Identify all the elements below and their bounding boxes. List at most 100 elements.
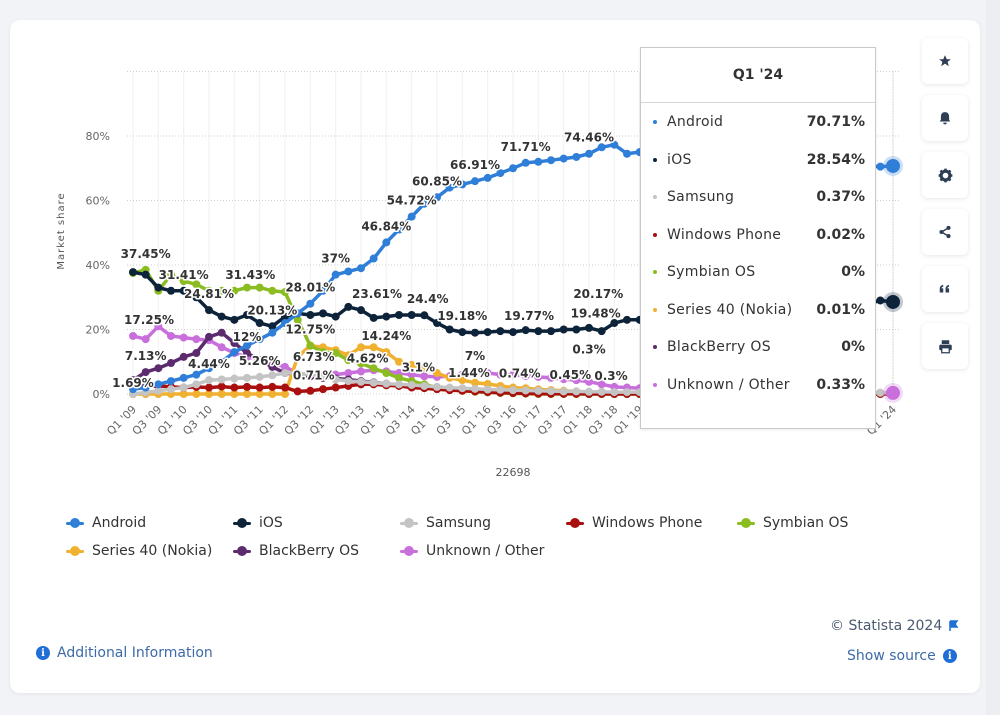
android-point[interactable]: [496, 169, 505, 178]
series-40-nokia-point[interactable]: [433, 369, 441, 378]
ios-point[interactable]: [407, 310, 416, 319]
series-40-nokia-point[interactable]: [255, 390, 264, 398]
series-40-nokia-point[interactable]: [382, 348, 391, 357]
symbian-os-point[interactable]: [179, 277, 188, 286]
android-point[interactable]: [623, 149, 631, 158]
android-point[interactable]: [521, 158, 530, 167]
samsung-point[interactable]: [420, 381, 429, 390]
android-point[interactable]: [559, 154, 568, 163]
android-point[interactable]: [268, 328, 277, 337]
android-point[interactable]: [534, 157, 543, 166]
unknown-other-point[interactable]: [471, 368, 479, 377]
samsung-point[interactable]: [597, 387, 606, 396]
symbian-os-point[interactable]: [344, 356, 353, 365]
ios-point[interactable]: [597, 327, 606, 336]
windows-phone-point[interactable]: [331, 383, 340, 392]
android-point[interactable]: [331, 270, 340, 279]
unknown-other-point[interactable]: [547, 373, 555, 382]
unknown-other-point[interactable]: [521, 371, 530, 380]
notification-button[interactable]: [922, 95, 968, 141]
ios-point[interactable]: [230, 315, 239, 324]
blackberry-os-point[interactable]: [205, 332, 213, 341]
hover-point[interactable]: [886, 294, 900, 309]
series-40-nokia-point[interactable]: [179, 390, 188, 398]
android-point[interactable]: [547, 156, 555, 165]
symbian-os-point[interactable]: [255, 283, 264, 292]
blackberry-os-point[interactable]: [154, 364, 163, 373]
android-point[interactable]: [407, 212, 416, 221]
ios-point[interactable]: [255, 319, 264, 328]
series-40-nokia-point[interactable]: [445, 373, 454, 382]
series-40-nokia-point[interactable]: [230, 390, 239, 398]
unknown-other-point[interactable]: [585, 377, 593, 386]
unknown-other-point[interactable]: [420, 372, 429, 381]
android-point[interactable]: [293, 309, 302, 318]
ios-point[interactable]: [458, 328, 467, 337]
legend-item-unknown-other[interactable]: Unknown / Other: [400, 543, 544, 559]
android-point[interactable]: [357, 264, 365, 273]
legend-item-ios[interactable]: iOS: [233, 515, 283, 531]
android-point[interactable]: [255, 335, 264, 344]
samsung-point[interactable]: [179, 383, 188, 392]
symbian-os-point[interactable]: [319, 348, 327, 357]
ios-point[interactable]: [141, 270, 150, 279]
ios-point[interactable]: [382, 312, 391, 321]
android-point[interactable]: [192, 370, 201, 379]
windows-phone-point[interactable]: [217, 382, 226, 391]
ios-point[interactable]: [154, 283, 163, 292]
android-point[interactable]: [876, 162, 885, 171]
ios-point[interactable]: [395, 310, 403, 319]
series-40-nokia-point[interactable]: [281, 390, 289, 398]
samsung-point[interactable]: [610, 388, 619, 397]
blackberry-os-point[interactable]: [243, 349, 251, 358]
samsung-point[interactable]: [382, 379, 391, 388]
ios-point[interactable]: [243, 310, 251, 319]
unknown-other-point[interactable]: [217, 343, 226, 352]
ios-point[interactable]: [357, 306, 365, 315]
ios-point[interactable]: [167, 286, 175, 295]
samsung-point[interactable]: [293, 369, 302, 378]
ios-point[interactable]: [369, 313, 378, 322]
android-point[interactable]: [471, 177, 479, 186]
samsung-point[interactable]: [217, 375, 226, 384]
unknown-other-point[interactable]: [192, 335, 201, 344]
series-40-nokia-point[interactable]: [192, 390, 201, 398]
unknown-other-point[interactable]: [281, 362, 289, 371]
ios-point[interactable]: [585, 323, 593, 332]
windows-phone-point[interactable]: [255, 383, 264, 392]
unknown-other-point[interactable]: [179, 333, 188, 342]
android-point[interactable]: [217, 357, 226, 366]
share-button[interactable]: [922, 209, 968, 255]
android-point[interactable]: [483, 173, 492, 182]
android-point[interactable]: [433, 193, 441, 202]
windows-phone-point[interactable]: [306, 386, 315, 395]
android-point[interactable]: [597, 143, 606, 152]
legend-item-windows-phone[interactable]: Windows Phone: [566, 515, 702, 531]
ios-point[interactable]: [559, 325, 568, 334]
samsung-point[interactable]: [357, 377, 365, 386]
cite-button[interactable]: [922, 266, 968, 312]
legend-item-android[interactable]: Android: [66, 515, 146, 531]
android-point[interactable]: [458, 180, 467, 189]
samsung-point[interactable]: [319, 372, 327, 381]
android-point[interactable]: [154, 380, 163, 389]
legend-item-symbian-os[interactable]: Symbian OS: [737, 515, 848, 531]
unknown-other-point[interactable]: [458, 370, 467, 379]
android-point[interactable]: [382, 238, 391, 247]
symbian-os-point[interactable]: [243, 283, 251, 292]
symbian-os-point[interactable]: [268, 286, 277, 295]
android-point[interactable]: [319, 286, 327, 295]
android-point[interactable]: [572, 152, 581, 161]
symbian-os-point[interactable]: [293, 315, 302, 324]
samsung-point[interactable]: [547, 387, 555, 396]
unknown-other-point[interactable]: [559, 375, 568, 384]
ios-point[interactable]: [610, 319, 619, 328]
ios-point[interactable]: [623, 315, 631, 324]
blackberry-os-point[interactable]: [255, 356, 264, 365]
series-40-nokia-point[interactable]: [357, 343, 365, 352]
ios-point[interactable]: [420, 311, 429, 320]
additional-information-link[interactable]: i Additional Information: [36, 645, 213, 661]
samsung-point[interactable]: [369, 378, 378, 387]
blackberry-os-point[interactable]: [268, 362, 277, 371]
series-40-nokia-point[interactable]: [243, 390, 251, 398]
